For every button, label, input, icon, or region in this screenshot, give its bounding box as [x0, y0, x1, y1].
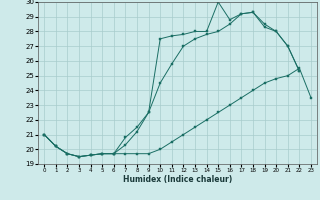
X-axis label: Humidex (Indice chaleur): Humidex (Indice chaleur) [123, 175, 232, 184]
